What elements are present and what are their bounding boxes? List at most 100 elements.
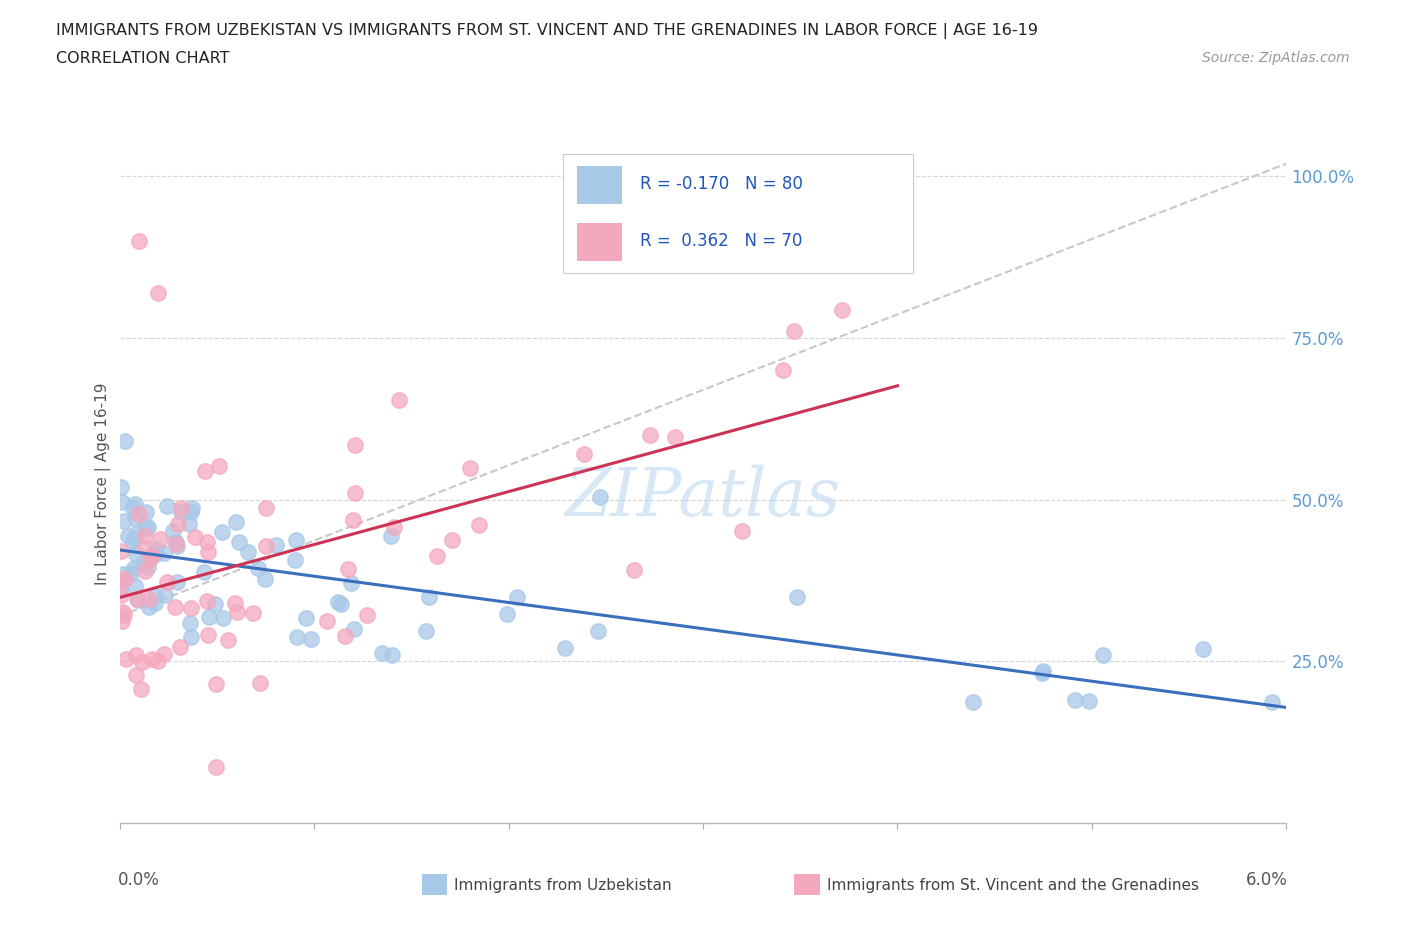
Point	[254, 538, 277, 553]
Point	[138, 551, 160, 566]
Point	[228, 534, 250, 549]
Point	[117, 528, 139, 543]
Point	[148, 286, 170, 300]
Text: CORRELATION CHART: CORRELATION CHART	[56, 51, 229, 66]
Point	[112, 608, 135, 623]
Point	[125, 546, 148, 561]
Point	[333, 629, 356, 644]
Text: IMMIGRANTS FROM UZBEKISTAN VS IMMIGRANTS FROM ST. VINCENT AND THE GRENADINES IN : IMMIGRANTS FROM UZBEKISTAN VS IMMIGRANTS…	[56, 23, 1038, 39]
Point	[226, 604, 249, 619]
Point	[506, 590, 529, 604]
Point	[184, 530, 207, 545]
Text: 0.0%: 0.0%	[118, 870, 160, 888]
Point	[236, 545, 259, 560]
Text: Source: ZipAtlas.com: Source: ZipAtlas.com	[1202, 51, 1350, 65]
Text: Immigrants from St. Vincent and the Grenadines: Immigrants from St. Vincent and the Gren…	[827, 878, 1199, 893]
Point	[205, 677, 228, 692]
Point	[285, 533, 308, 548]
Point	[299, 631, 322, 646]
Point	[146, 654, 169, 669]
Point	[181, 500, 204, 515]
Point	[125, 591, 148, 606]
Point	[138, 599, 160, 614]
Point	[224, 595, 246, 610]
Point	[786, 590, 808, 604]
Point	[1031, 666, 1053, 681]
Point	[124, 578, 146, 593]
Point	[589, 490, 612, 505]
Point	[110, 588, 132, 603]
Point	[170, 500, 193, 515]
Point	[124, 512, 146, 526]
Point	[156, 575, 179, 590]
Point	[264, 538, 287, 552]
Point	[122, 530, 145, 545]
Point	[1078, 694, 1101, 709]
Point	[382, 519, 405, 534]
Point	[217, 632, 239, 647]
Point	[165, 535, 187, 550]
Point	[114, 433, 136, 448]
Point	[108, 571, 131, 586]
Point	[162, 524, 184, 538]
Point	[167, 516, 190, 531]
Point	[247, 561, 270, 576]
Point	[179, 616, 201, 631]
Point	[128, 233, 150, 248]
Point	[153, 588, 176, 603]
Point	[284, 552, 307, 567]
Point	[135, 505, 157, 520]
Point	[783, 324, 806, 339]
Point	[572, 446, 595, 461]
Point	[132, 556, 155, 571]
Point	[1032, 664, 1054, 679]
Point	[772, 363, 794, 378]
Point	[344, 437, 367, 452]
Point	[249, 675, 271, 690]
Point	[115, 652, 138, 667]
Point	[1092, 647, 1115, 662]
Point	[554, 641, 576, 656]
Point	[134, 540, 156, 555]
Point	[121, 534, 143, 549]
Point	[329, 597, 352, 612]
Point	[831, 302, 853, 317]
Point	[122, 560, 145, 575]
Text: ZIPatlas: ZIPatlas	[565, 465, 841, 530]
Point	[195, 535, 218, 550]
Point	[356, 607, 378, 622]
Point	[136, 520, 159, 535]
Point	[112, 566, 135, 581]
Point	[225, 514, 247, 529]
Point	[165, 537, 187, 551]
Point	[125, 647, 148, 662]
Point	[254, 501, 277, 516]
Point	[111, 614, 134, 629]
Point	[496, 606, 519, 621]
Point	[440, 533, 463, 548]
Point	[371, 645, 394, 660]
Point	[208, 458, 231, 473]
Point	[468, 517, 491, 532]
Point	[121, 501, 143, 516]
Point	[135, 520, 157, 535]
Point	[108, 581, 131, 596]
Point	[180, 630, 202, 644]
Point	[152, 646, 174, 661]
Point	[124, 497, 146, 512]
Point	[1192, 641, 1215, 656]
Point	[1261, 695, 1284, 710]
Point	[316, 614, 339, 629]
Point	[124, 668, 146, 683]
Point	[343, 486, 366, 501]
Point	[136, 560, 159, 575]
Point	[110, 544, 132, 559]
Point	[326, 595, 349, 610]
Point	[166, 575, 188, 590]
Point	[120, 565, 142, 580]
Point	[193, 565, 215, 580]
Point	[197, 628, 219, 643]
Point	[664, 430, 686, 445]
Point	[141, 548, 163, 563]
Point	[638, 428, 661, 443]
